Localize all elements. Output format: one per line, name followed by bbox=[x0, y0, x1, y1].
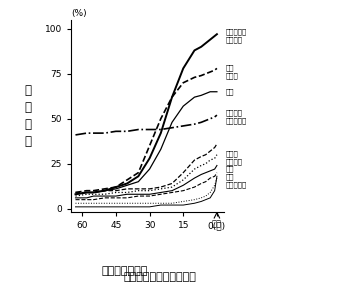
Text: 生　存　期　間: 生 存 期 間 bbox=[101, 266, 148, 276]
Text: (%): (%) bbox=[71, 9, 87, 18]
Text: 累
積
頻
度: 累 積 頻 度 bbox=[25, 84, 32, 148]
Text: せん妄
死前喘鳴
口渇
不穏
消化管問題: せん妄 死前喘鳴 口渇 不穏 消化管問題 bbox=[225, 151, 246, 188]
Text: 全身倦怠感
食欲不振: 全身倦怠感 食欲不振 bbox=[225, 29, 246, 43]
Text: 痛み
倦怠感: 痛み 倦怠感 bbox=[225, 65, 238, 79]
Text: 呼吸困難
悪心・嘔吐: 呼吸困難 悪心・嘔吐 bbox=[225, 110, 246, 124]
Text: 不眠: 不眠 bbox=[225, 89, 234, 95]
Text: 死亡: 死亡 bbox=[212, 219, 222, 228]
Text: 図２－１　身体的苦しみ: 図２－１ 身体的苦しみ bbox=[123, 272, 196, 282]
